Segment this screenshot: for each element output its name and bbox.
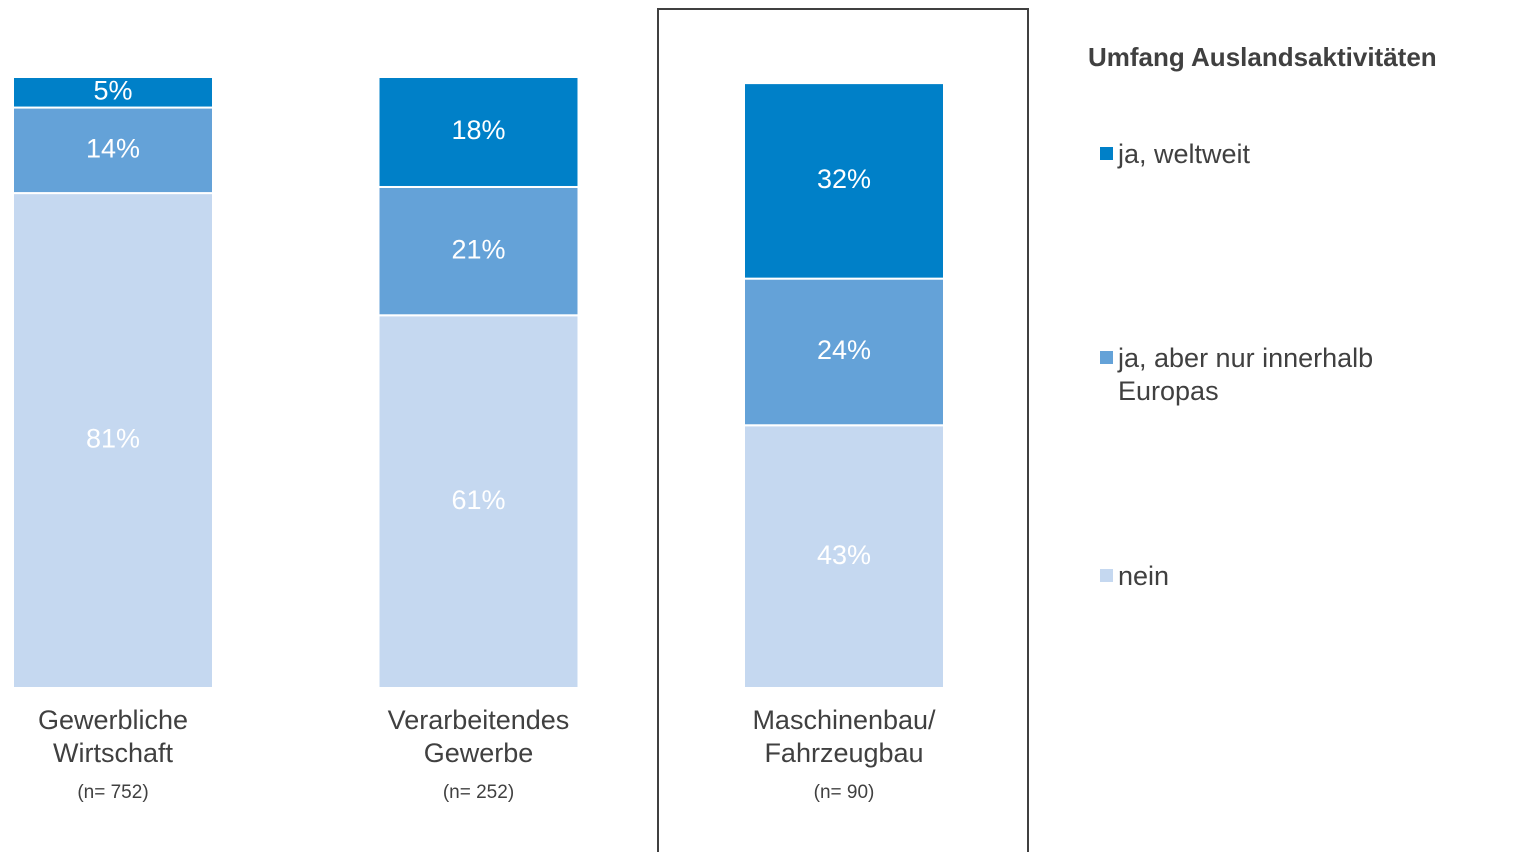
value-label: 18% <box>451 115 505 145</box>
legend-label: nein <box>1118 561 1170 591</box>
value-label: 43% <box>817 540 871 570</box>
value-label: 14% <box>86 133 140 163</box>
legend-swatch <box>1100 569 1113 582</box>
legend-title: Umfang Auslandsaktivitäten <box>1088 42 1437 72</box>
bar-segment <box>377 76 580 188</box>
highlight-box <box>657 8 1029 852</box>
category-note: (n= 90) <box>813 782 875 803</box>
legend-swatch <box>1100 351 1113 364</box>
category-note: (n= 252) <box>442 782 515 803</box>
value-label: 5% <box>93 75 132 105</box>
bar-segment <box>12 192 214 689</box>
value-label: 81% <box>86 424 140 454</box>
legend-label: ja, aber nur innerhalb Europas <box>1118 343 1374 406</box>
value-label: 21% <box>451 234 505 264</box>
bar-segment <box>743 82 945 280</box>
category-note: (n= 752) <box>77 782 149 803</box>
bar-segment <box>377 314 580 689</box>
x-tick-label: Verarbeitendes Gewerbe <box>387 705 570 768</box>
x-tick-label: Gewerbliche Wirtschaft <box>37 705 189 768</box>
value-label: 61% <box>451 485 505 515</box>
legend-label: ja, weltweit <box>1118 139 1251 169</box>
bar-segment <box>12 76 214 109</box>
value-label: 24% <box>817 335 871 365</box>
x-tick-label: Maschinenbau/ Fahrzeugbau <box>752 705 936 768</box>
legend-swatch <box>1100 147 1113 160</box>
bar-segment <box>743 424 945 689</box>
bar-segment <box>377 185 580 317</box>
value-label: 32% <box>817 164 871 194</box>
